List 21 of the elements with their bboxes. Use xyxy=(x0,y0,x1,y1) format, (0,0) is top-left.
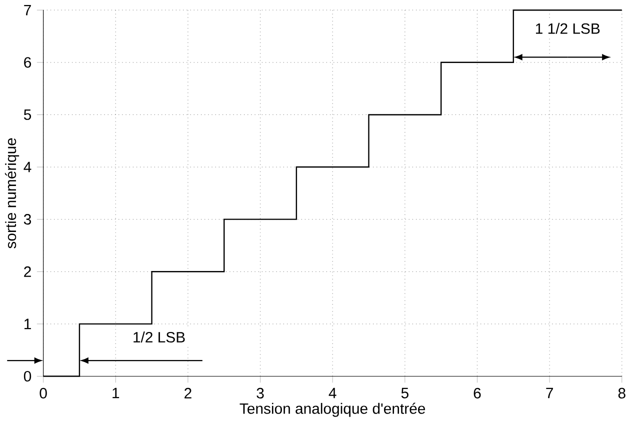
annotation: 1/2 LSB xyxy=(134,332,185,343)
y-tick-label: 2 xyxy=(24,266,31,277)
y-tick-label: 1 xyxy=(24,318,31,330)
x-tick-label: 3 xyxy=(256,388,264,399)
y-tick-label: 0 xyxy=(24,371,32,382)
x-tick-label: 5 xyxy=(401,388,408,398)
x-tick-label: 0 xyxy=(40,388,47,399)
annotation: 1 1/2 LSB xyxy=(536,23,600,34)
x-tick-label: 7 xyxy=(546,388,553,398)
y-tick-label: 3 xyxy=(24,214,32,225)
y-tick-label: 5 xyxy=(24,110,32,120)
x-tick-label: 6 xyxy=(474,388,481,399)
y-tick-label: 7 xyxy=(24,5,31,16)
x-tick-label: 8 xyxy=(618,388,626,399)
y-tick-label: 4 xyxy=(24,162,32,172)
y-axis-title: sortie numérique xyxy=(4,138,20,248)
x-axis-title: Tension analogique d'entrée xyxy=(240,402,426,417)
x-tick-label: 4 xyxy=(328,388,336,398)
x-tick-label: 2 xyxy=(184,388,192,398)
y-tick-label: 6 xyxy=(24,57,32,68)
x-tick-label: 1 xyxy=(112,388,120,398)
